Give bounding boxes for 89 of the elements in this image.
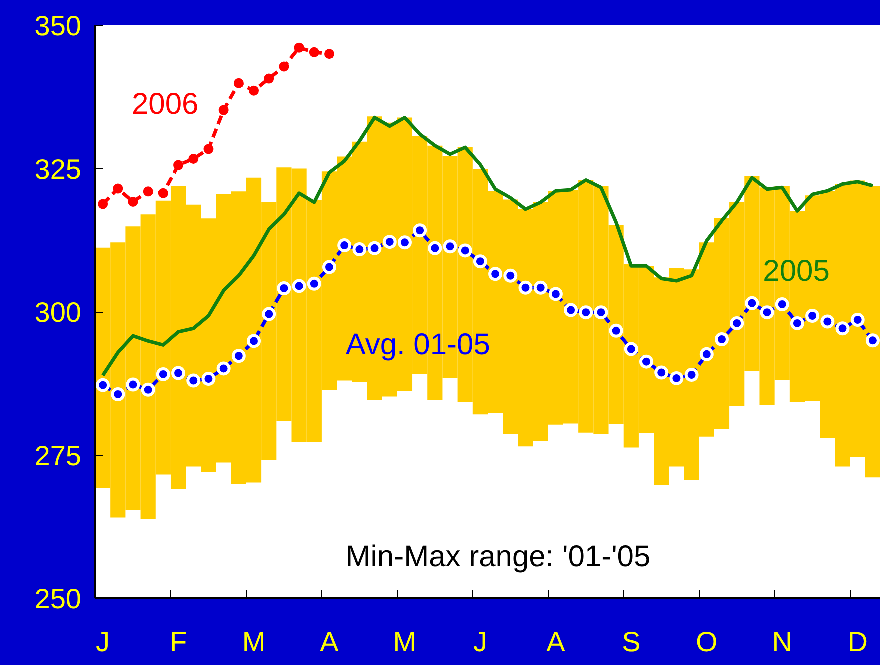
series-label: 2005 (763, 255, 830, 288)
point (714, 332, 729, 346)
point (309, 47, 320, 58)
point (579, 306, 594, 320)
point (322, 260, 336, 274)
series-label: Min-Max range: '01-'05 (346, 540, 651, 574)
x-tick-label: F (170, 626, 188, 658)
x-tick-label: A (546, 626, 566, 658)
point (745, 296, 760, 310)
series-label: 2006 (132, 88, 199, 121)
point (654, 366, 669, 380)
point (172, 366, 186, 380)
x-tick-label: J (473, 626, 488, 658)
point (292, 279, 306, 294)
point (413, 224, 428, 238)
point (458, 244, 472, 258)
point (866, 334, 880, 348)
x-tick-label: S (622, 626, 641, 658)
point (96, 378, 110, 392)
point (174, 160, 184, 170)
y-tick-label: 250 (34, 584, 82, 614)
point (158, 188, 168, 198)
point (264, 74, 274, 84)
point (232, 349, 246, 364)
point (609, 324, 624, 338)
point (730, 316, 744, 330)
point (126, 378, 140, 392)
point (836, 322, 850, 336)
point (202, 372, 216, 386)
point (156, 367, 170, 382)
point (128, 196, 138, 207)
point (760, 306, 774, 320)
point (518, 280, 533, 295)
point (262, 307, 276, 322)
point (249, 86, 260, 96)
point (186, 374, 201, 388)
point (684, 368, 699, 382)
y-tick-label: 325 (34, 154, 82, 185)
point (640, 354, 654, 369)
x-tick-label: A (320, 626, 340, 658)
point (398, 236, 412, 250)
point (820, 314, 835, 329)
point (204, 144, 214, 154)
point (98, 199, 108, 210)
point (382, 235, 397, 250)
point (111, 388, 126, 402)
line-series (101, 116, 875, 378)
point (504, 268, 518, 283)
point (473, 254, 488, 269)
series-label: Avg. 01-05 (346, 328, 490, 362)
point (141, 382, 156, 397)
point (307, 276, 322, 291)
point (247, 334, 262, 348)
x-tick-label: M (242, 626, 266, 658)
y-tick-label: 300 (34, 297, 82, 328)
point (234, 78, 244, 88)
point (443, 240, 458, 254)
x-tick-label: O (696, 626, 718, 658)
point (324, 49, 334, 60)
point (368, 241, 382, 256)
x-tick-label: M (393, 626, 417, 658)
point (188, 154, 199, 164)
x-tick-label: J (96, 626, 110, 658)
point (775, 298, 790, 312)
point (488, 267, 503, 282)
point (277, 282, 292, 296)
point (428, 241, 442, 256)
point (352, 242, 367, 257)
point (806, 309, 820, 323)
point (143, 186, 154, 197)
x-tick-label: N (772, 626, 792, 658)
point (594, 306, 608, 320)
point (279, 62, 290, 72)
point (790, 316, 804, 330)
point (624, 342, 638, 356)
point (338, 238, 352, 253)
point (216, 362, 231, 376)
y-tick-label: 350 (34, 10, 82, 42)
point (850, 313, 865, 328)
y-tick-label: 275 (34, 440, 82, 472)
point (218, 105, 229, 116)
point (564, 303, 578, 318)
point (294, 42, 304, 53)
point (700, 347, 714, 362)
point (113, 184, 124, 194)
point (670, 371, 684, 386)
x-tick-label: D (848, 626, 868, 658)
point (534, 280, 548, 295)
point (548, 287, 563, 302)
